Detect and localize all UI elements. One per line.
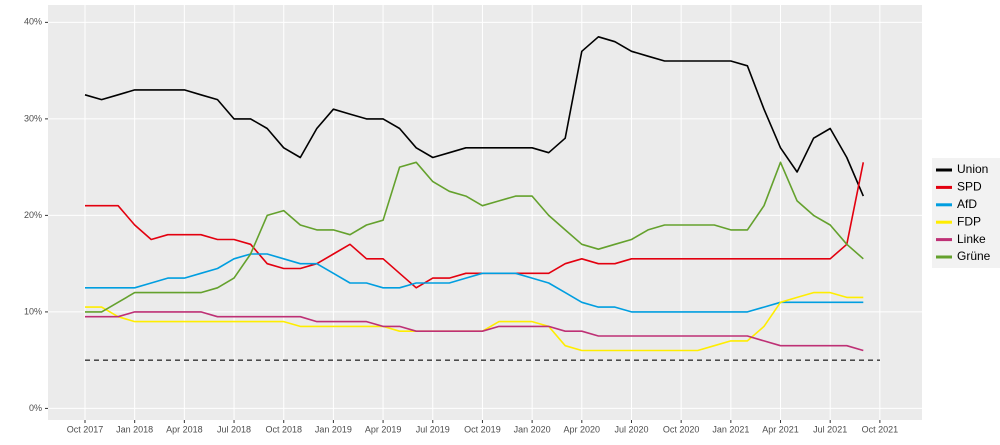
x-tick-label: Jul 2019 <box>416 424 450 434</box>
x-tick-label: Apr 2018 <box>166 424 203 434</box>
x-tick-label: Oct 2018 <box>265 424 302 434</box>
legend-label: FDP <box>957 214 981 228</box>
x-tick-label: Jul 2018 <box>217 424 251 434</box>
y-tick-label: 40% <box>24 17 42 27</box>
x-tick-label: Jan 2019 <box>315 424 352 434</box>
legend-label: AfD <box>957 197 977 211</box>
legend-background <box>932 158 1000 268</box>
axes: 0% 10% 20% 30% 40% Oct 2017 Jan 2018 Apr 2018 Ju… <box>24 17 898 435</box>
x-tick-label: Jul 2020 <box>614 424 648 434</box>
series-line <box>85 161 864 313</box>
x-tick-label: Jan 2018 <box>116 424 153 434</box>
legend-label: Grüne <box>957 249 991 263</box>
x-tick-label: Jul 2021 <box>813 424 847 434</box>
legend: Union SPD AfD FDP Linke Grüne <box>932 158 1000 268</box>
x-tick-label: Jan 2021 <box>712 424 749 434</box>
x-tick-label: Apr 2019 <box>365 424 402 434</box>
plot-background <box>48 5 922 420</box>
x-tick-label: Apr 2020 <box>564 424 601 434</box>
y-tick-label: 10% <box>24 306 42 316</box>
series-line <box>85 311 864 352</box>
series-line <box>85 253 864 313</box>
series-line <box>84 36 865 197</box>
x-tick-label: Oct 2020 <box>663 424 700 434</box>
y-tick-label: 0% <box>29 403 42 413</box>
x-tick-label: Oct 2019 <box>464 424 501 434</box>
y-tick-label: 20% <box>24 210 42 220</box>
x-tick-label: Oct 2017 <box>67 424 104 434</box>
y-tick-label: 30% <box>24 113 42 123</box>
legend-label: SPD <box>957 180 982 194</box>
x-tick-label: Apr 2021 <box>762 424 799 434</box>
x-tick-label: Jan 2020 <box>514 424 551 434</box>
x-tick-label: Oct 2021 <box>862 424 899 434</box>
series-line <box>85 162 865 289</box>
legend-label: Linke <box>957 232 986 246</box>
legend-label: Union <box>957 162 988 176</box>
marks <box>84 36 880 361</box>
grid <box>48 5 922 420</box>
